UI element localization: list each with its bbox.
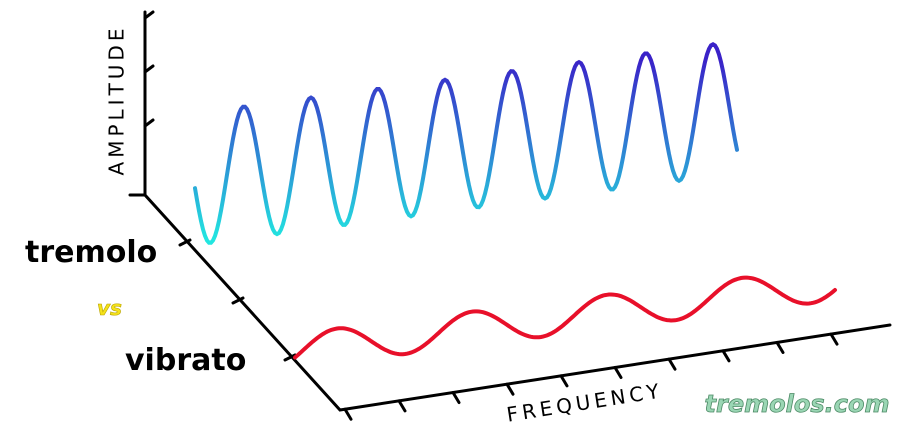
frequency-tick: [829, 332, 839, 346]
frequency-tick: [343, 407, 353, 421]
frequency-ticks: [343, 332, 839, 421]
y-axis-label: AMPLITUDE: [105, 25, 129, 176]
vs-label: vs: [97, 296, 122, 320]
axes: [128, 10, 892, 421]
tremolo-wave: [193, 41, 739, 245]
vibrato-label: vibrato: [125, 343, 246, 378]
frequency-tick: [451, 391, 461, 405]
x-axis-label: FREQUENCY: [505, 378, 665, 426]
axis-lines: [143, 10, 892, 412]
watermark: tremolos.com: [705, 390, 890, 418]
frequency-tick: [397, 399, 407, 413]
frequency-tick: [667, 357, 677, 371]
frequency-tick: [505, 382, 515, 396]
depth-ticks: [178, 238, 297, 362]
tremolo-label: tremolo: [25, 235, 157, 270]
frequency-tick: [613, 366, 623, 379]
amplitude-ticks: [128, 10, 155, 197]
frequency-tick: [721, 349, 731, 363]
frequency-tick: [775, 340, 785, 354]
frequency-tick: [559, 374, 569, 388]
vibrato-wave: [293, 275, 837, 360]
